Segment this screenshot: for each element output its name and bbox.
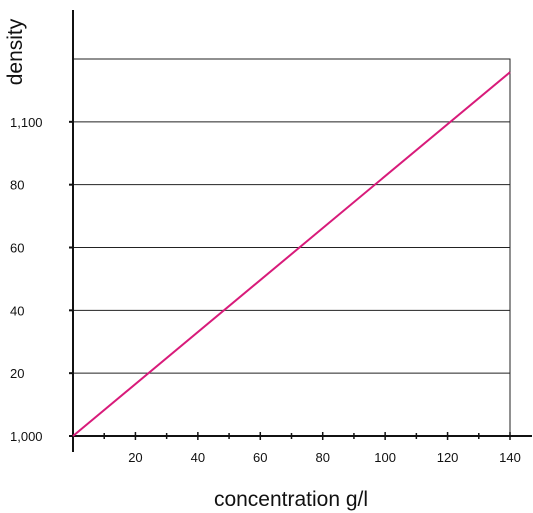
x-tick-label-5: 120	[437, 450, 459, 465]
series-lines	[72, 71, 511, 437]
x-tick-label-3: 80	[315, 450, 329, 465]
y-axis-title: density	[4, 18, 27, 85]
x-tick-label-2: 60	[253, 450, 267, 465]
y-tick-label-2: 40	[10, 303, 24, 318]
x-tick-label-6: 140	[499, 450, 521, 465]
grid-lines	[73, 121, 510, 374]
y-tick-label-1: 20	[10, 366, 24, 381]
x-tick-label-4: 100	[374, 450, 396, 465]
y-tick-label-4: 80	[10, 178, 24, 193]
axis-ticks: 1,000 20 40 60 80 1,100 20 40 60 80 100 120 140	[10, 115, 521, 465]
x-tick-label-0: 20	[128, 450, 142, 465]
x-axis-title: concentration g/l	[214, 488, 368, 511]
series-line-0	[72, 71, 511, 437]
x-tick-label-1: 40	[191, 450, 205, 465]
y-tick-label-0: 1,000	[10, 429, 43, 444]
y-tick-label-3: 60	[10, 241, 24, 256]
y-tick-label-5: 1,100	[10, 115, 43, 130]
